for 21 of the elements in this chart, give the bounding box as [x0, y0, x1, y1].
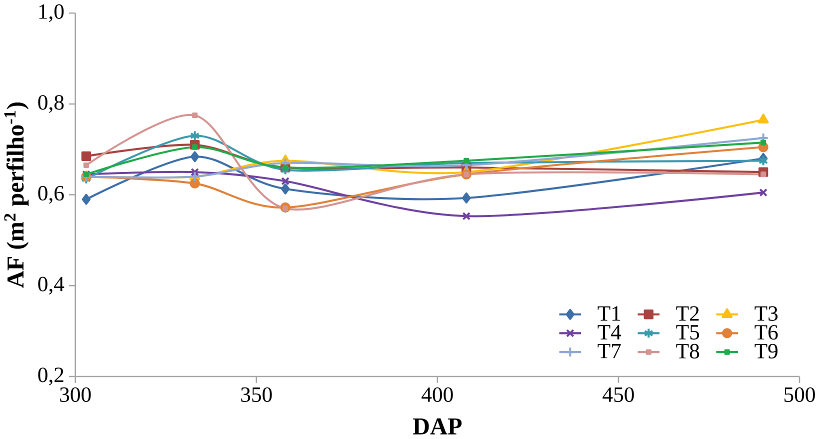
y-tick-label: 0,6: [38, 186, 64, 204]
x-tick-label: 350: [241, 388, 272, 402]
x-axis-title: DAP: [412, 418, 462, 435]
y-tick-label: 0,2: [38, 368, 64, 386]
legend-label: T3: [754, 306, 778, 321]
legend-label: T7: [598, 344, 621, 358]
y-tick-label: 1,0: [39, 4, 64, 22]
y-tick-label: 0,4: [38, 276, 64, 295]
x-tick-label: 300: [60, 388, 91, 402]
legend-label: T4: [598, 325, 622, 340]
x-tick-label: 500: [784, 388, 815, 402]
legend-label: T6: [754, 325, 778, 340]
legend-label: T8: [676, 344, 700, 359]
y-axis-title: AF (m$^{2}$ perfilho$^{-1}$): [4, 102, 29, 288]
legend-label: T5: [676, 325, 700, 340]
x-tick-label: 400: [422, 388, 453, 402]
x-tick-label: 450: [602, 388, 634, 402]
y-tick-label: 0,8: [38, 95, 64, 114]
legend-label: T1: [598, 306, 620, 321]
legend-label: T2: [676, 306, 699, 321]
legend-label: T9: [754, 344, 778, 359]
